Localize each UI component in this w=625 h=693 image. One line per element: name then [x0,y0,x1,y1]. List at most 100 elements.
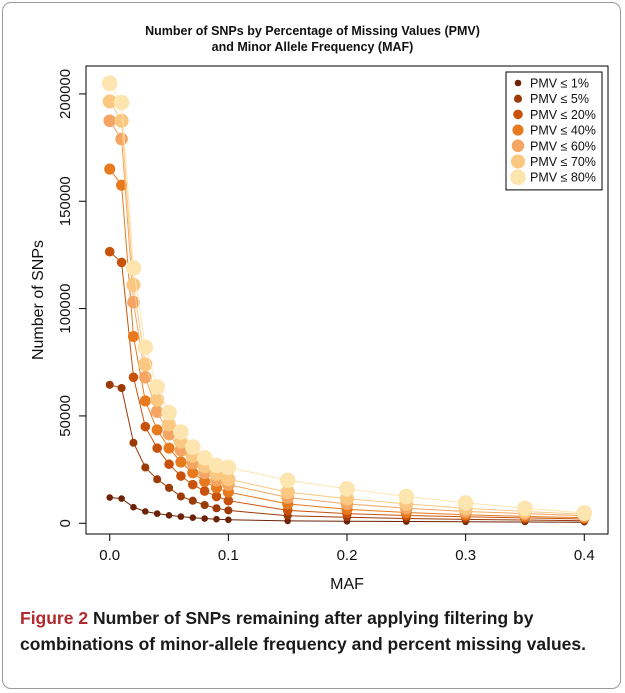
data-point [151,424,163,436]
legend-label: PMV ≤ 20% [530,108,596,122]
data-point [141,463,150,472]
data-point [279,472,296,489]
x-tick-label: 0.1 [218,547,239,564]
data-point [199,475,211,487]
data-point [576,505,593,521]
y-tick-label: 150000 [57,176,74,226]
data-point [177,513,185,520]
data-point [115,132,128,146]
x-axis-label: MAF [330,576,364,593]
data-point [137,339,154,356]
legend-label: PMV ≤ 60% [530,139,596,153]
data-point [176,471,186,481]
data-point [164,459,174,470]
figure-caption-label: Figure 2 [20,608,89,628]
data-point [280,485,295,500]
legend-label: PMV ≤ 1% [530,77,589,91]
legend-swatch [511,139,525,153]
data-point [104,163,116,175]
series-4 [104,163,590,524]
legend-swatch [513,94,523,103]
legend: PMV ≤ 1%PMV ≤ 5%PMV ≤ 20%PMV ≤ 40%PMV ≤ … [505,71,603,191]
chart-plot: 0.0 0.1 0.2 0.3 0.4 MAF 0 50000 100000 150000 2000… [30,65,609,593]
data-point [153,510,161,517]
data-point [142,508,149,515]
data-point [153,475,162,484]
data-point [187,467,199,479]
data-point [105,380,114,389]
data-point [152,443,162,453]
data-point [517,500,533,517]
data-point [138,357,153,372]
figure-caption: Figure 2 Number of SNPs remaining after … [20,605,610,657]
data-point [184,439,201,455]
data-point [127,330,140,343]
legend-label: PMV ≤ 40% [530,124,596,138]
data-point [149,379,165,395]
y-tick-label: 50000 [57,395,74,437]
data-point [201,515,208,522]
data-point [101,75,118,91]
data-point [175,456,187,468]
figure-caption-text: Number of SNPs remaining after applying … [20,608,586,654]
data-point [164,483,174,492]
data-point [196,449,213,466]
x-tick-label: 0.2 [337,547,358,564]
data-point [161,417,177,432]
chart-title: Number of SNPs by Percentage of Missing … [145,24,480,38]
data-point [224,506,233,515]
data-point [118,495,125,502]
data-point [102,94,117,109]
series-7 [101,75,593,521]
data-point [162,427,176,441]
data-point [398,488,415,505]
x-tick-label: 0.4 [574,547,595,564]
data-point [187,479,198,490]
data-point [130,503,137,511]
data-point [117,383,126,393]
data-point [139,395,151,407]
data-point [116,257,127,268]
y-tick-label: 200000 [57,69,74,119]
data-point [221,472,236,487]
data-point [104,246,115,257]
data-point [189,514,197,521]
data-point [113,94,130,111]
data-point [220,459,237,476]
data-point [225,516,232,524]
data-point [339,481,355,497]
data-point [211,491,222,502]
data-point [173,424,189,440]
data-point [161,404,177,421]
data-point [212,504,221,513]
legend-swatch [510,154,526,169]
data-point [128,372,139,383]
data-point [165,512,173,519]
y-tick-label: 100000 [57,284,74,334]
legend-label: PMV ≤ 5% [530,92,589,106]
data-point [129,438,138,447]
data-point [176,492,185,501]
data-point [213,515,220,523]
legend-label: PMV ≤ 80% [530,171,596,185]
data-point [114,113,129,128]
data-point [200,500,209,510]
legend-label: PMV ≤ 70% [530,155,596,169]
data-point [223,495,234,506]
data-point [188,496,197,505]
chart-subtitle: and Minor Allele Frequency (MAF) [211,40,414,54]
legend-swatch [512,124,524,136]
data-point [125,259,142,276]
legend-swatch [510,169,526,185]
data-point [150,392,165,407]
y-tick-label: 0 [57,519,74,527]
x-tick-label: 0.0 [99,547,120,564]
data-point [199,486,210,496]
data-point [150,405,164,418]
data-point [140,421,151,432]
legend-swatch [514,79,522,87]
data-point [208,457,225,474]
data-point [457,495,474,511]
legend-swatch [513,109,523,120]
data-point [126,277,141,293]
